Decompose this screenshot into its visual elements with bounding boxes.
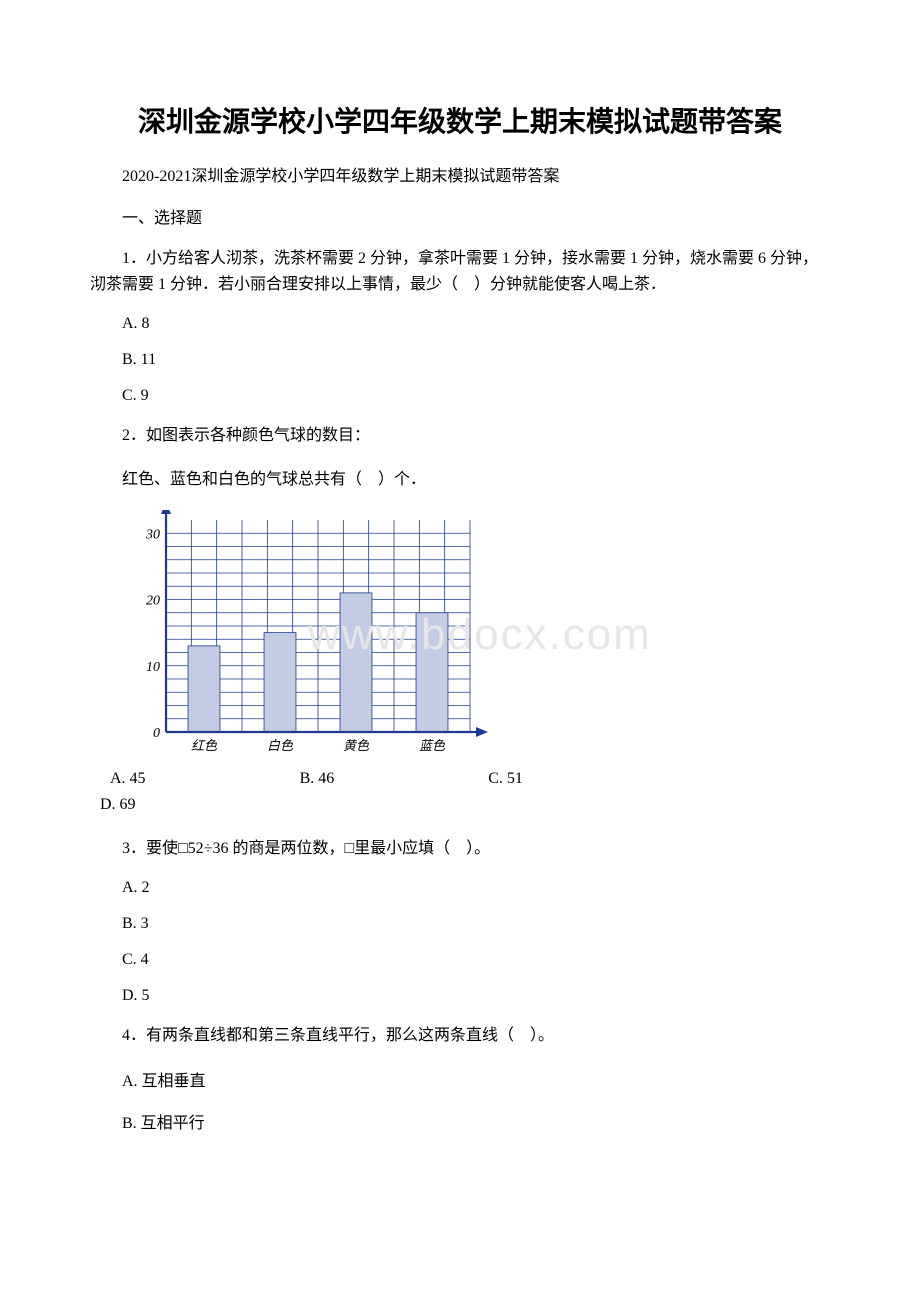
question-2-subtext: 红色、蓝色和白色的气球总共有（ ）个． — [90, 467, 830, 493]
section-1-heading: 一、选择题 — [90, 204, 830, 228]
svg-text:蓝色: 蓝色 — [419, 738, 446, 753]
question-2-options-row: A. 45 B. 46 C. 51 D. 69 — [100, 766, 830, 817]
bar-chart-svg: 0 10 20 30 红色 白色 黄色 蓝色 — [130, 510, 490, 760]
question-3-option-d: D. 5 — [90, 987, 830, 1005]
question-1-option-b: B. 11 — [90, 351, 830, 369]
question-1-option-a: A. 8 — [90, 315, 830, 333]
question-2-option-d: D. 69 — [100, 792, 136, 818]
question-1-option-c: C. 9 — [90, 387, 830, 405]
page-title: 深圳金源学校小学四年级数学上期末模拟试题带答案 — [90, 100, 830, 140]
question-3-option-c: C. 4 — [90, 951, 830, 969]
svg-text:0: 0 — [153, 726, 160, 741]
balloon-bar-chart: 0102030红色白色黄色蓝色 www.bdocx.com — [130, 510, 830, 760]
svg-text:红色: 红色 — [191, 738, 218, 753]
question-4-option-a: A. 互相垂直 — [90, 1067, 830, 1091]
question-2-option-c: C. 51 — [488, 766, 523, 792]
question-4-option-b: B. 互相平行 — [90, 1109, 830, 1133]
question-3-option-b: B. 3 — [90, 915, 830, 933]
subtitle: 2020-2021深圳金源学校小学四年级数学上期末模拟试题带答案 — [90, 162, 830, 186]
svg-text:20: 20 — [146, 594, 160, 609]
svg-text:白色: 白色 — [267, 738, 294, 753]
svg-text:10: 10 — [146, 660, 160, 675]
question-1-text: 1．小方给客人沏茶，洗茶杯需要 2 分钟，拿茶叶需要 1 分钟，接水需要 1 分… — [90, 246, 830, 297]
question-2-option-b: B. 46 — [300, 766, 335, 792]
question-4-text: 4．有两条直线都和第三条直线平行，那么这两条直线（ ）。 — [90, 1023, 830, 1049]
svg-text:黄色: 黄色 — [343, 738, 370, 753]
question-2-option-a: A. 45 — [110, 766, 146, 792]
svg-text:30: 30 — [145, 528, 160, 543]
question-3-option-a: A. 2 — [90, 879, 830, 897]
question-3-text: 3．要使□52÷36 的商是两位数，□里最小应填（ ）。 — [90, 836, 830, 862]
question-2-text: 2．如图表示各种颜色气球的数目： — [90, 423, 830, 449]
